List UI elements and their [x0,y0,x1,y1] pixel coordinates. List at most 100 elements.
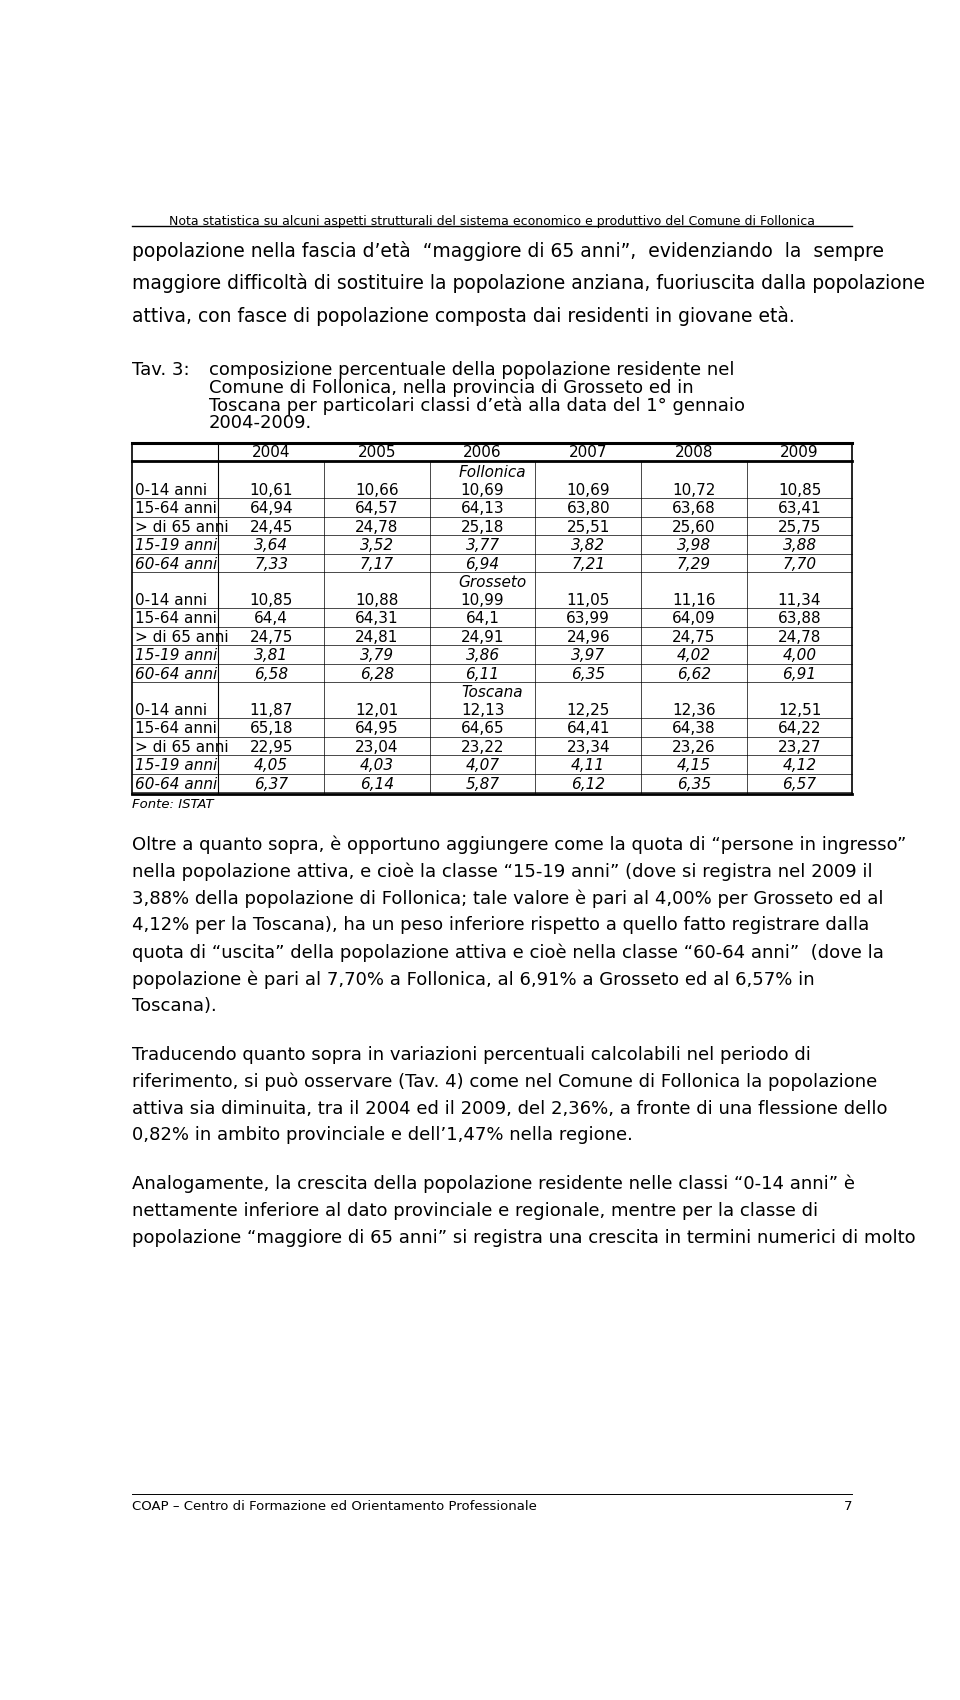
Text: 11,05: 11,05 [566,593,610,609]
Text: 6,35: 6,35 [677,777,711,792]
Text: 11,87: 11,87 [250,704,293,717]
Text: Comune di Follonica, nella provincia di Grosseto ed in: Comune di Follonica, nella provincia di … [209,379,694,396]
Text: 23,34: 23,34 [566,740,610,755]
Text: 23,04: 23,04 [355,740,398,755]
Text: 64,41: 64,41 [566,721,610,736]
Text: 6,94: 6,94 [466,556,499,571]
Text: 0-14 anni: 0-14 anni [134,483,206,498]
Text: 15-64 anni: 15-64 anni [134,502,217,517]
Text: 10,85: 10,85 [250,593,293,609]
Text: 10,69: 10,69 [461,483,504,498]
Text: 60-64 anni: 60-64 anni [134,556,217,571]
Text: Follonica: Follonica [458,466,526,479]
Text: Traducendo quanto sopra in variazioni percentuali calcolabili nel periodo di: Traducendo quanto sopra in variazioni pe… [132,1046,810,1064]
Text: Oltre a quanto sopra, è opportuno aggiungere come la quota di “persone in ingres: Oltre a quanto sopra, è opportuno aggiun… [132,835,906,853]
Text: popolazione nella fascia d’età  “maggiore di 65 anni”,  evidenziando  la  sempre: popolazione nella fascia d’età “maggiore… [132,241,883,262]
Text: 3,98: 3,98 [677,539,711,552]
Text: 15-19 anni: 15-19 anni [134,539,217,552]
Text: 0,82% in ambito provinciale e dell’1,47% nella regione.: 0,82% in ambito provinciale e dell’1,47%… [132,1127,633,1144]
Text: 23,26: 23,26 [672,740,716,755]
Text: 24,81: 24,81 [355,629,398,644]
Text: popolazione “maggiore di 65 anni” si registra una crescita in termini numerici d: popolazione “maggiore di 65 anni” si reg… [132,1229,915,1246]
Text: 24,75: 24,75 [672,629,715,644]
Text: composizione percentuale della popolazione residente nel: composizione percentuale della popolazio… [209,360,734,379]
Text: 6,91: 6,91 [782,666,817,682]
Text: 3,79: 3,79 [360,648,394,663]
Text: Grosseto: Grosseto [458,575,526,590]
Text: 11,16: 11,16 [672,593,715,609]
Text: 7,70: 7,70 [782,556,817,571]
Text: > di 65 anni: > di 65 anni [134,629,228,644]
Text: 7,21: 7,21 [571,556,606,571]
Text: 4,11: 4,11 [571,758,606,774]
Text: nettamente inferiore al dato provinciale e regionale, mentre per la classe di: nettamente inferiore al dato provinciale… [132,1202,818,1221]
Text: 63,88: 63,88 [778,612,822,626]
Text: 64,31: 64,31 [355,612,398,626]
Text: 6,28: 6,28 [360,666,394,682]
Text: 2005: 2005 [358,445,396,461]
Text: 11,34: 11,34 [778,593,822,609]
Text: attiva sia diminuita, tra il 2004 ed il 2009, del 2,36%, a fronte di una flessio: attiva sia diminuita, tra il 2004 ed il … [132,1100,887,1117]
Text: 0-14 anni: 0-14 anni [134,704,206,717]
Text: 10,88: 10,88 [355,593,398,609]
Text: COAP – Centro di Formazione ed Orientamento Professionale: COAP – Centro di Formazione ed Orientame… [132,1499,537,1513]
Text: 15-64 anni: 15-64 anni [134,721,217,736]
Text: 3,88% della popolazione di Follonica; tale valore è pari al 4,00% per Grosseto e: 3,88% della popolazione di Follonica; ta… [132,889,883,908]
Text: 23,22: 23,22 [461,740,504,755]
Text: Toscana per particolari classi d’età alla data del 1° gennaio: Toscana per particolari classi d’età all… [209,396,745,415]
Text: 12,01: 12,01 [355,704,398,717]
Text: 25,51: 25,51 [566,520,610,536]
Text: 12,25: 12,25 [566,704,610,717]
Text: 25,18: 25,18 [461,520,504,536]
Text: 60-64 anni: 60-64 anni [134,666,217,682]
Text: 25,60: 25,60 [672,520,715,536]
Text: 10,72: 10,72 [672,483,715,498]
Text: 64,22: 64,22 [778,721,822,736]
Text: 64,65: 64,65 [461,721,504,736]
Text: 64,38: 64,38 [672,721,716,736]
Text: 64,57: 64,57 [355,502,398,517]
Text: 6,11: 6,11 [466,666,499,682]
Text: Tav. 3:: Tav. 3: [132,360,189,379]
Text: 4,02: 4,02 [677,648,711,663]
Text: Toscana: Toscana [461,685,523,700]
Text: maggiore difficoltà di sostituire la popolazione anziana, fuoriuscita dalla popo: maggiore difficoltà di sostituire la pop… [132,274,924,294]
Text: Nota statistica su alcuni aspetti strutturali del sistema economico e produttivo: Nota statistica su alcuni aspetti strutt… [169,214,815,228]
Text: riferimento, si può osservare (Tav. 4) come nel Comune di Follonica la popolazio: riferimento, si può osservare (Tav. 4) c… [132,1073,876,1091]
Text: 6,58: 6,58 [254,666,288,682]
Text: 7,29: 7,29 [677,556,711,571]
Text: 63,41: 63,41 [778,502,822,517]
Text: 6,37: 6,37 [254,777,288,792]
Text: 64,94: 64,94 [250,502,293,517]
Text: 25,75: 25,75 [778,520,821,536]
Text: 0-14 anni: 0-14 anni [134,593,206,609]
Text: 12,36: 12,36 [672,704,716,717]
Text: 4,12: 4,12 [782,758,817,774]
Text: 10,69: 10,69 [566,483,610,498]
Text: 24,78: 24,78 [778,629,821,644]
Text: 6,62: 6,62 [677,666,711,682]
Text: 4,03: 4,03 [360,758,394,774]
Text: 12,51: 12,51 [778,704,821,717]
Text: 3,97: 3,97 [571,648,606,663]
Text: 6,14: 6,14 [360,777,394,792]
Text: Fonte: ISTAT: Fonte: ISTAT [132,799,213,811]
Text: 63,68: 63,68 [672,502,716,517]
Text: 3,64: 3,64 [254,539,288,552]
Text: 4,15: 4,15 [677,758,711,774]
Text: 6,35: 6,35 [571,666,606,682]
Text: 3,81: 3,81 [254,648,288,663]
Text: 7: 7 [844,1499,852,1513]
Text: 65,18: 65,18 [250,721,293,736]
Text: 24,78: 24,78 [355,520,398,536]
Text: nella popolazione attiva, e cioè la classe “15-19 anni” (dove si registra nel 20: nella popolazione attiva, e cioè la clas… [132,862,873,881]
Text: 6,12: 6,12 [571,777,606,792]
Text: 2006: 2006 [464,445,502,461]
Text: 3,52: 3,52 [360,539,394,552]
Text: > di 65 anni: > di 65 anni [134,520,228,536]
Text: 64,4: 64,4 [254,612,288,626]
Text: 64,09: 64,09 [672,612,716,626]
Text: 23,27: 23,27 [778,740,822,755]
Text: 24,75: 24,75 [250,629,293,644]
Text: 63,80: 63,80 [566,502,610,517]
